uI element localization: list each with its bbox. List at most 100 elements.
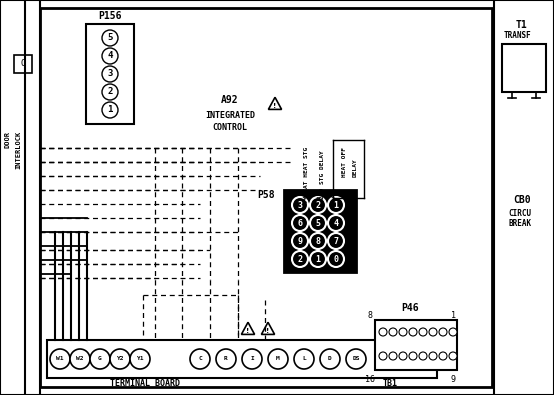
Circle shape [310, 251, 326, 267]
Text: 4: 4 [107, 51, 112, 60]
Circle shape [268, 349, 288, 369]
Circle shape [379, 328, 387, 336]
Circle shape [328, 233, 344, 249]
Text: !: ! [247, 328, 250, 334]
Text: 1: 1 [334, 201, 338, 209]
Text: P58: P58 [258, 190, 275, 200]
Bar [295, 210, 305, 236]
Text: CIRCU: CIRCU [509, 209, 531, 218]
Circle shape [328, 215, 344, 231]
Circle shape [328, 251, 344, 267]
Circle shape [429, 352, 437, 360]
Text: P46: P46 [401, 303, 419, 313]
Text: DS: DS [352, 357, 360, 361]
Text: O: O [20, 60, 25, 68]
Circle shape [292, 215, 308, 231]
Bar [86, 24, 134, 124]
Text: 2ND STG DELAY: 2ND STG DELAY [321, 150, 326, 199]
Text: 3: 3 [297, 201, 302, 209]
Circle shape [292, 197, 308, 213]
Text: W2: W2 [76, 357, 84, 361]
Circle shape [320, 349, 340, 369]
Circle shape [216, 349, 236, 369]
Circle shape [242, 349, 262, 369]
Text: 1: 1 [315, 254, 321, 263]
Text: !: ! [266, 328, 270, 334]
Text: 3: 3 [331, 198, 335, 207]
Circle shape [310, 197, 326, 213]
Text: CB0: CB0 [513, 195, 531, 205]
Text: P156: P156 [98, 11, 122, 21]
Text: W1: W1 [57, 357, 64, 361]
Text: INTEGRATED: INTEGRATED [205, 111, 255, 120]
Bar [325, 210, 335, 236]
Text: D: D [328, 357, 332, 361]
Text: BREAK: BREAK [509, 220, 531, 228]
Bar [340, 210, 350, 236]
Text: 6: 6 [297, 218, 302, 228]
Bar [284, 190, 356, 272]
Text: Y2: Y2 [116, 357, 124, 361]
Text: 1: 1 [301, 198, 305, 207]
Circle shape [294, 349, 314, 369]
Circle shape [292, 233, 308, 249]
Text: T1: T1 [516, 20, 528, 30]
Circle shape [110, 349, 130, 369]
Circle shape [292, 251, 308, 267]
Circle shape [102, 66, 118, 82]
Text: TB1: TB1 [382, 380, 398, 389]
Circle shape [439, 352, 447, 360]
Text: 16: 16 [365, 376, 375, 384]
Circle shape [102, 102, 118, 118]
Circle shape [429, 328, 437, 336]
Text: 4: 4 [334, 218, 338, 228]
Circle shape [310, 233, 326, 249]
Bar [14, 55, 32, 73]
Bar [40, 8, 492, 387]
Text: M: M [276, 357, 280, 361]
Text: 8: 8 [315, 237, 321, 246]
Bar [291, 207, 355, 239]
Text: 2: 2 [316, 198, 320, 207]
Circle shape [399, 328, 407, 336]
Circle shape [346, 349, 366, 369]
Bar [310, 210, 320, 236]
Circle shape [102, 84, 118, 100]
Text: C: C [198, 357, 202, 361]
Circle shape [70, 349, 90, 369]
Circle shape [102, 48, 118, 64]
Circle shape [449, 328, 457, 336]
Text: A92: A92 [221, 95, 239, 105]
Text: 8: 8 [367, 312, 372, 320]
Text: G: G [98, 357, 102, 361]
Text: 3: 3 [107, 70, 112, 79]
Bar [47, 340, 437, 378]
Text: 7: 7 [334, 237, 338, 246]
Circle shape [419, 352, 427, 360]
Text: I: I [250, 357, 254, 361]
Text: DELAY: DELAY [352, 159, 357, 177]
Circle shape [439, 328, 447, 336]
Text: L: L [302, 357, 306, 361]
Text: T-STAT HEAT STG: T-STAT HEAT STG [305, 147, 310, 203]
Text: 4: 4 [346, 198, 350, 207]
Text: Y1: Y1 [136, 357, 143, 361]
Circle shape [310, 215, 326, 231]
Circle shape [419, 328, 427, 336]
Circle shape [90, 349, 110, 369]
Circle shape [389, 352, 397, 360]
Circle shape [50, 349, 70, 369]
Circle shape [130, 349, 150, 369]
Text: 2: 2 [315, 201, 321, 209]
Circle shape [328, 197, 344, 213]
Bar [375, 320, 457, 370]
Text: 2: 2 [107, 88, 112, 96]
Circle shape [409, 352, 417, 360]
Bar [502, 44, 546, 92]
Text: 5: 5 [107, 34, 112, 43]
Circle shape [449, 352, 457, 360]
Circle shape [102, 30, 118, 46]
Text: HEAT OFF: HEAT OFF [342, 147, 347, 177]
Text: !: ! [273, 103, 276, 109]
Text: 0: 0 [334, 254, 338, 263]
